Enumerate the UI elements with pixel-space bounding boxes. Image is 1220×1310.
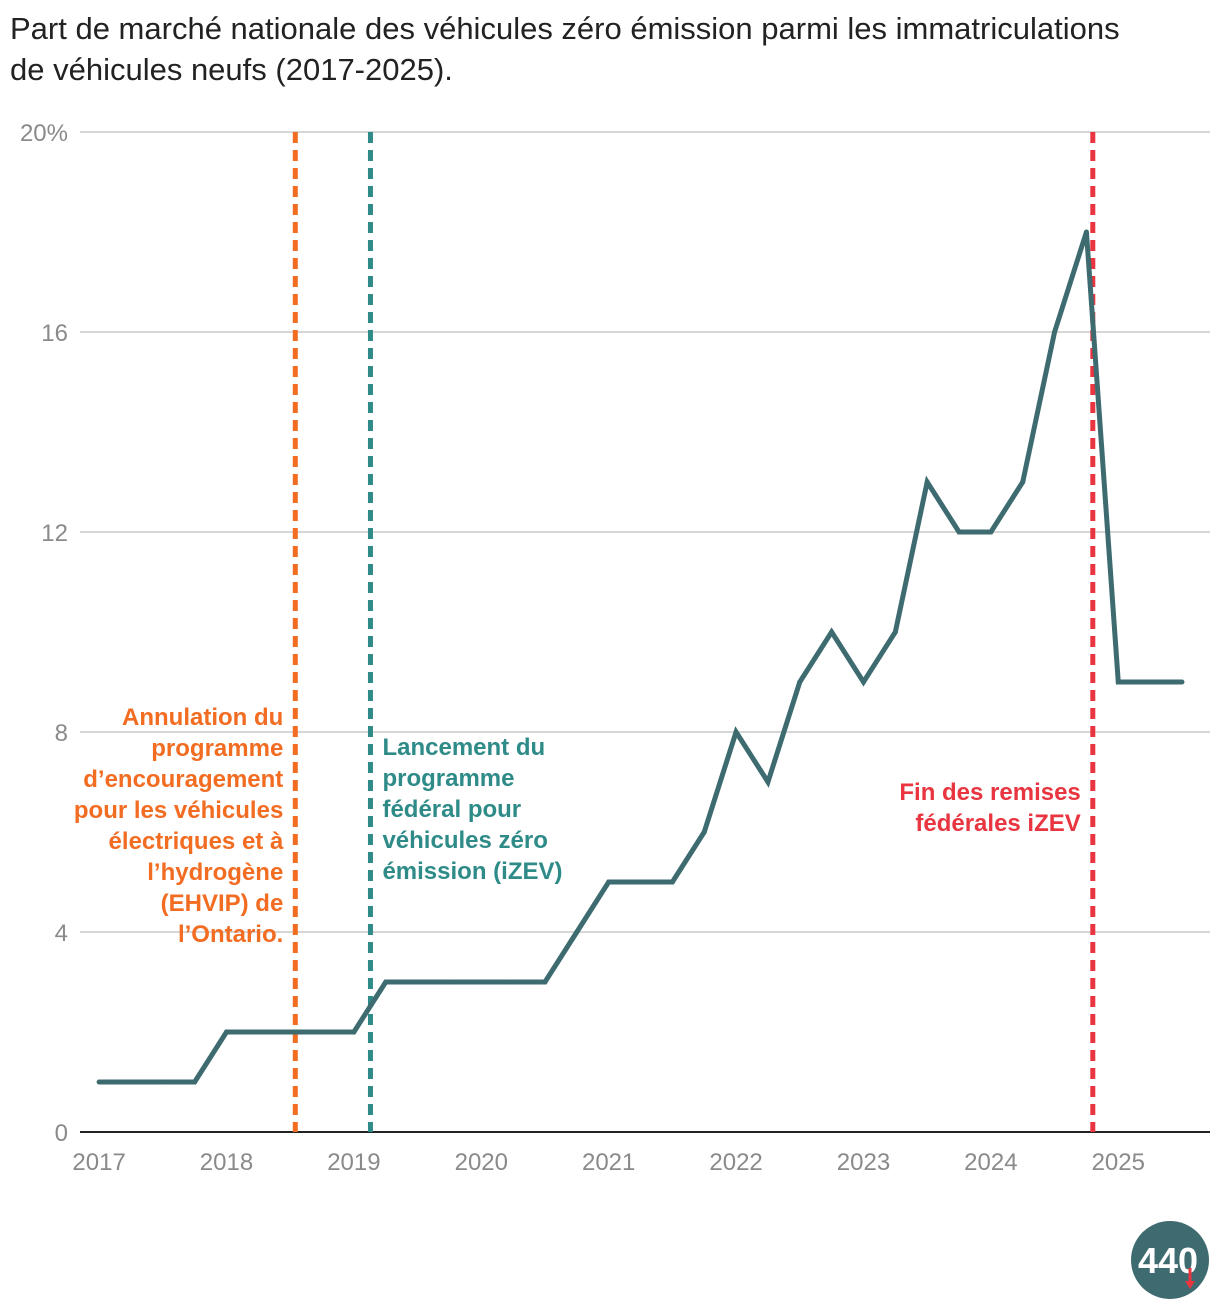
izev-launch-text: Lancement du: [382, 734, 545, 761]
ehvip-cancellation-text: électriques et à: [109, 828, 284, 855]
data-point: [606, 879, 612, 885]
data-point: [1020, 479, 1026, 485]
data-point: [1115, 679, 1121, 685]
y-tick-label: 16: [41, 320, 68, 347]
data-point: [1052, 329, 1058, 335]
izev-launch-text: véhicules zéro: [382, 827, 547, 854]
data-point: [542, 979, 548, 985]
data-point: [192, 1079, 198, 1085]
data-point: [446, 979, 452, 985]
data-point: [510, 979, 516, 985]
y-tick-label: 12: [41, 520, 68, 547]
data-point: [128, 1079, 134, 1085]
y-tick-label: 4: [55, 920, 68, 947]
x-tick-label: 2019: [327, 1149, 380, 1176]
ehvip-cancellation-text: d’encouragement: [83, 766, 283, 793]
data-point: [415, 979, 421, 985]
data-point: [924, 479, 930, 485]
data-point: [988, 529, 994, 535]
data-point: [765, 779, 771, 785]
data-point: [892, 629, 898, 635]
x-tick-label: 2024: [964, 1149, 1017, 1176]
x-tick-label: 2017: [72, 1149, 125, 1176]
data-point: [351, 1029, 357, 1035]
data-point: [1179, 679, 1185, 685]
x-axis-ticks: 2017 2018 2019 2020 2021 2022 2023 2024 2025: [72, 1149, 1145, 1176]
data-point: [1083, 229, 1089, 235]
x-tick-label: 2021: [582, 1149, 635, 1176]
data-point: [669, 879, 675, 885]
ehvip-cancellation-text: programme: [151, 735, 283, 762]
chart-title: Part de marché nationale des véhicules z…: [10, 11, 1120, 87]
x-tick-label: 2018: [200, 1149, 253, 1176]
x-tick-label: 2022: [709, 1149, 762, 1176]
down-arrow-icon: [1185, 1268, 1195, 1289]
ehvip-cancellation-text: pour les véhicules: [74, 797, 283, 824]
logo-text: 440: [1138, 1240, 1198, 1281]
data-point: [383, 979, 389, 985]
x-tick-label: 2025: [1092, 1149, 1145, 1176]
izev-launch-text: émission (iZEV): [382, 858, 562, 885]
data-point: [956, 529, 962, 535]
data-point: [160, 1079, 166, 1085]
annotations: Annulation du programme d’encouragement pou…: [74, 704, 1081, 948]
data-point: [638, 879, 644, 885]
izev-launch-text: fédéral pour: [382, 796, 521, 823]
gridlines: [80, 131, 1210, 1133]
izev-launch-text: programme: [382, 765, 514, 792]
data-point: [574, 929, 580, 935]
izev-end-text: Fin des remises: [899, 779, 1080, 806]
ehvip-cancellation-text: (EHVIP) de: [161, 890, 284, 917]
data-point: [287, 1029, 293, 1035]
data-point: [797, 679, 803, 685]
data-point: [478, 979, 484, 985]
y-axis-ticks: 0 4 8 12 16 20%: [20, 120, 68, 1147]
data-point: [860, 679, 866, 685]
data-point: [733, 729, 739, 735]
data-point: [1147, 679, 1153, 685]
y-tick-label: 8: [55, 720, 68, 747]
izev-end-text: fédérales iZEV: [915, 810, 1080, 837]
data-point: [829, 629, 835, 635]
x-tick-label: 2023: [837, 1149, 890, 1176]
data-point: [701, 829, 707, 835]
data-point: [319, 1029, 325, 1035]
brand-logo: 440: [1130, 1220, 1210, 1300]
ehvip-cancellation-text: l’Ontario.: [178, 921, 283, 948]
x-tick-label: 2020: [455, 1149, 508, 1176]
ehvip-cancellation-text: Annulation du: [122, 704, 283, 731]
data-point: [255, 1029, 261, 1035]
series-layer: [96, 229, 1185, 1085]
data-point: [96, 1079, 102, 1085]
y-tick-label: 0: [55, 1120, 68, 1147]
series-line: [99, 231, 1182, 1085]
data-point: [224, 1029, 230, 1035]
ehvip-cancellation-text: l’hydrogène: [147, 859, 283, 886]
y-tick-label: 20%: [20, 120, 68, 147]
